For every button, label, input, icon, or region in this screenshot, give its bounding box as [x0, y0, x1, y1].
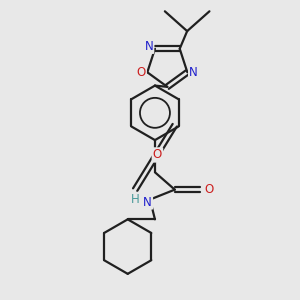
- Text: N: N: [189, 66, 198, 79]
- Text: O: O: [136, 66, 146, 79]
- Text: O: O: [205, 183, 214, 196]
- Text: H: H: [131, 193, 140, 206]
- Text: N: N: [144, 40, 153, 53]
- Text: N: N: [143, 196, 152, 208]
- Text: O: O: [153, 148, 162, 161]
